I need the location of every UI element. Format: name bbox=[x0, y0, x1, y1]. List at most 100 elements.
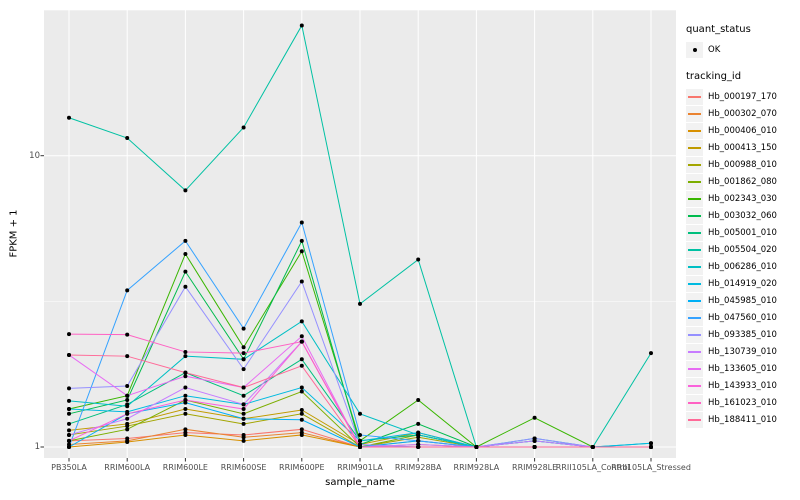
legend-item-label: Hb_000197_170 bbox=[708, 91, 777, 102]
data-point bbox=[532, 415, 537, 420]
data-point bbox=[241, 416, 246, 421]
legend: quant_status OK tracking_id Hb_000197_17… bbox=[686, 24, 800, 428]
data-point bbox=[183, 188, 188, 193]
data-point bbox=[67, 352, 71, 357]
data-point bbox=[67, 445, 71, 449]
data-point bbox=[241, 385, 246, 390]
data-point bbox=[67, 411, 71, 416]
legend-item-tracking-id: Hb_014919_020 bbox=[686, 275, 800, 292]
data-point bbox=[299, 23, 304, 28]
line-swatch-icon bbox=[688, 333, 701, 336]
data-point bbox=[125, 383, 130, 388]
data-point bbox=[67, 398, 71, 403]
line-swatch-icon bbox=[688, 129, 701, 132]
legend-item-label: Hb_161023_010 bbox=[708, 397, 777, 408]
legend-key bbox=[686, 343, 703, 360]
data-point bbox=[299, 417, 304, 422]
data-point bbox=[183, 393, 188, 398]
data-point bbox=[532, 445, 537, 449]
legend-item-tracking-id: Hb_045985_010 bbox=[686, 292, 800, 309]
data-point bbox=[183, 385, 188, 390]
data-point bbox=[67, 421, 71, 426]
legend-item-tracking-id: Hb_000302_070 bbox=[686, 105, 800, 122]
legend-item-label: Hb_047560_010 bbox=[708, 312, 777, 323]
legend-key bbox=[686, 258, 703, 275]
legend-item-label: Hb_002343_030 bbox=[708, 193, 777, 204]
line-swatch-icon bbox=[688, 418, 701, 421]
data-point bbox=[125, 440, 130, 445]
data-point bbox=[241, 421, 246, 426]
data-point bbox=[416, 257, 421, 262]
legend-key bbox=[686, 292, 703, 309]
legend-key bbox=[686, 207, 703, 224]
legend-key bbox=[686, 360, 703, 377]
data-point bbox=[183, 374, 188, 379]
legend-item-tracking-id: Hb_133605_010 bbox=[686, 360, 800, 377]
legend-key bbox=[686, 105, 703, 122]
data-point bbox=[183, 397, 188, 402]
x-tick-label: RRII105LA_Control bbox=[555, 463, 630, 472]
line-swatch-icon bbox=[688, 350, 701, 353]
data-point bbox=[183, 354, 188, 359]
legend-key bbox=[686, 41, 703, 58]
x-tick-label: RRIM928LE bbox=[512, 463, 558, 472]
legend-item-label: Hb_000302_070 bbox=[708, 108, 777, 119]
legend-item-label: Hb_014919_020 bbox=[708, 278, 777, 289]
data-point bbox=[67, 332, 71, 337]
line-swatch-icon bbox=[688, 299, 701, 302]
data-point bbox=[241, 402, 246, 407]
legend-item-tracking-id: Hb_000406_010 bbox=[686, 122, 800, 139]
legend-item-label: Hb_001862_080 bbox=[708, 176, 777, 187]
data-point bbox=[358, 432, 362, 437]
data-point bbox=[67, 386, 71, 391]
data-point bbox=[416, 430, 421, 435]
data-point bbox=[183, 251, 188, 256]
x-tick-label: RRIM928LA bbox=[453, 463, 500, 472]
legend-key bbox=[686, 139, 703, 156]
line-swatch-icon bbox=[688, 384, 701, 387]
data-point bbox=[125, 397, 130, 402]
data-point bbox=[125, 393, 130, 398]
data-point bbox=[416, 421, 421, 426]
legend-item-tracking-id: Hb_093385_010 bbox=[686, 326, 800, 343]
legend-key bbox=[686, 326, 703, 343]
data-point bbox=[241, 438, 246, 443]
data-point bbox=[299, 427, 304, 432]
legend-key bbox=[686, 241, 703, 258]
legend-item-tracking-id: Hb_188411_010 bbox=[686, 411, 800, 428]
x-tick-label: RRIM600PE bbox=[279, 463, 325, 472]
legend-item-tracking-id: Hb_143933_010 bbox=[686, 377, 800, 394]
legend-key bbox=[686, 377, 703, 394]
line-swatch-icon bbox=[688, 214, 701, 217]
legend-item-tracking-id: Hb_000413_150 bbox=[686, 139, 800, 156]
data-point bbox=[299, 385, 304, 390]
legend-tracking-id-items: Hb_000197_170 Hb_000302_070 Hb_000406_010 H… bbox=[686, 88, 800, 428]
data-point bbox=[125, 427, 130, 432]
legend-item-tracking-id: Hb_001862_080 bbox=[686, 173, 800, 190]
legend-item-label: OK bbox=[708, 44, 721, 55]
legend-item-label: Hb_133605_010 bbox=[708, 363, 777, 374]
y-axis-title: FPKM + 1 bbox=[8, 209, 20, 258]
data-point bbox=[183, 427, 188, 432]
legend-item-tracking-id: Hb_005504_020 bbox=[686, 241, 800, 258]
data-point bbox=[241, 326, 246, 331]
data-point bbox=[183, 269, 188, 274]
data-point bbox=[67, 115, 71, 120]
line-swatch-icon bbox=[688, 265, 701, 268]
data-point bbox=[649, 441, 653, 446]
line-swatch-icon bbox=[688, 163, 701, 166]
line-swatch-icon bbox=[688, 231, 701, 234]
data-point bbox=[183, 407, 188, 412]
legend-item-tracking-id: Hb_005001_010 bbox=[686, 224, 800, 241]
line-swatch-icon bbox=[688, 197, 701, 200]
legend-key bbox=[686, 411, 703, 428]
x-tick-label: RRIM901LA bbox=[337, 463, 383, 472]
data-point bbox=[416, 397, 421, 402]
data-point bbox=[67, 438, 71, 443]
y-tick-label: 10 bbox=[29, 150, 40, 161]
legend-key bbox=[686, 122, 703, 139]
legend-item-label: Hb_045985_010 bbox=[708, 295, 777, 306]
legend-key bbox=[686, 275, 703, 292]
legend-quant-status-items: OK bbox=[686, 41, 800, 58]
data-point bbox=[649, 351, 653, 356]
